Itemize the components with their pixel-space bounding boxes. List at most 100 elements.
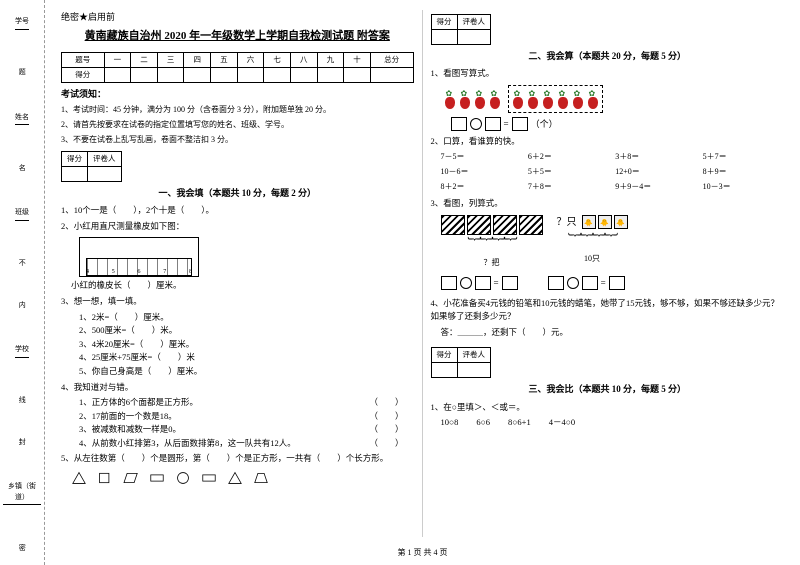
blank-box[interactable] xyxy=(609,276,625,290)
th-7: 七 xyxy=(264,52,291,67)
calc-0: 7－5＝ xyxy=(441,151,522,164)
section-1-title: 一、我会填（本题共 10 分，每题 2 分） xyxy=(61,186,414,200)
th-3: 三 xyxy=(157,52,184,67)
birds-q-label: ？只 xyxy=(557,215,577,231)
bird-icon: 🐥 xyxy=(614,215,628,229)
blank-box[interactable] xyxy=(548,276,564,290)
radish-group-solid: ✿ ✿ ✿ ✿ xyxy=(441,86,504,112)
shape-circle-icon xyxy=(175,471,191,485)
mini-score-table-1: 得分 评卷人 xyxy=(61,151,122,182)
note-2: 2、请首先按要求在试卷的指定位置填写您的姓名、班级、学号。 xyxy=(61,119,414,132)
s2-q2: 2、口算，看谁算的快。 xyxy=(431,135,785,149)
flags-label: ？把 xyxy=(441,257,543,270)
page-footer: 第 1 页 共 4 页 xyxy=(398,547,448,559)
right-column: 得分评卷人 二、我会算（本题共 20 分，每题 5 分） 1、看图写算式。 ✿ … xyxy=(423,10,793,537)
score-value-row: 得分 xyxy=(62,67,414,82)
ruler-n1: 5 xyxy=(112,268,115,278)
blank-box[interactable] xyxy=(441,276,457,290)
blank-box[interactable] xyxy=(451,117,467,131)
calc-11: 10－3＝ xyxy=(703,181,784,194)
s1-q3: 3、想一想，填一填。 xyxy=(61,295,414,309)
binding-margin: 学号 题 姓名 名 班级 不 内 学校 线 封 乡镇（街道） 密 xyxy=(0,0,45,565)
q3-i0: 1、2米=（ ）厘米。 xyxy=(79,311,414,325)
unit-label: （个） xyxy=(531,117,558,131)
cmp-2: 8○6+1 xyxy=(508,416,531,430)
curly-brace-icon: ︸︸︸︸ xyxy=(441,235,543,257)
left-column: 绝密★启用前 黄南藏族自治州 2020 年一年级数学上学期自我检测试题 附答案 … xyxy=(53,10,423,537)
bind-mark-2: 不 xyxy=(17,259,28,266)
blank-box[interactable] xyxy=(582,276,598,290)
flag-group-icon xyxy=(467,215,491,235)
blank-circle[interactable] xyxy=(470,118,482,130)
bind-mark-1: 名 xyxy=(17,164,28,171)
calc-1: 6＋2＝ xyxy=(528,151,609,164)
notes-heading: 考试须知： xyxy=(61,87,414,101)
q4-i0: 1、正方体的6个面都是正方形。（ ） xyxy=(79,396,414,410)
th-1: 一 xyxy=(104,52,131,67)
flag-group-icon xyxy=(519,215,543,235)
th-8: 八 xyxy=(290,52,317,67)
section-3-title: 三、我会比（本题共 10 分，每题 5 分） xyxy=(431,382,785,396)
s2-q1: 1、看图写算式。 xyxy=(431,67,785,81)
equation-boxes-3: = xyxy=(548,276,625,290)
th-10: 十 xyxy=(344,52,371,67)
exam-title: 黄南藏族自治州 2020 年一年级数学上学期自我检测试题 附答案 xyxy=(61,28,414,46)
shape-rectangle-icon-2 xyxy=(201,471,217,485)
s1-q2: 2、小红用直尺测量橡皮如下图： xyxy=(61,220,414,234)
birds-label: 10只 xyxy=(557,253,628,266)
cmp-1: 6○6 xyxy=(476,416,490,430)
mini-score-table-2: 得分评卷人 xyxy=(431,14,492,45)
s3-q1: 1、在○里填＞、＜或＝。 xyxy=(431,401,785,415)
radish-figure: ✿ ✿ ✿ ✿ ✿ ✿ ✿ ✿ ✿ ✿ xyxy=(441,85,785,113)
bird-icon: 🐥 xyxy=(582,215,596,229)
ruler-n4: 8 xyxy=(189,268,192,278)
bind-mark-5: 封 xyxy=(17,438,28,445)
score-header-row: 题号 一 二 三 四 五 六 七 八 九 十 总分 xyxy=(62,52,414,67)
s2-q4: 4、小花准备买4元钱的铅笔和10元钱的蜡笔，她带了15元钱，够不够，如果不够还缺… xyxy=(431,297,785,324)
bind-label-town: 乡镇（街道） xyxy=(3,481,41,502)
blank-box[interactable] xyxy=(502,276,518,290)
blank-circle[interactable] xyxy=(460,277,472,289)
s1-q1: 1、10个一是（ ），2个十是（ ）。 xyxy=(61,204,414,218)
q4-i3: 4、从前数小红排第3，从后面数排第8，这一队共有12人。（ ） xyxy=(79,437,414,451)
radish-group-dashed: ✿ ✿ ✿ ✿ ✿ ✿ xyxy=(508,85,603,113)
ruler-n3: 7 xyxy=(163,268,166,278)
flag-group-icon xyxy=(493,215,517,235)
th-11: 总分 xyxy=(370,52,413,67)
shape-trapezoid-icon xyxy=(253,471,269,485)
s3-items: 10○8 6○6 8○6+1 4－4○0 xyxy=(441,416,785,430)
bind-mark-0: 题 xyxy=(17,68,28,75)
calc-2: 3＋8＝ xyxy=(615,151,696,164)
shape-parallelogram-icon xyxy=(123,471,139,485)
th-9: 九 xyxy=(317,52,344,67)
equals-sign: = xyxy=(494,276,499,290)
q4-i1: 2、17前面的一个数是18。（ ） xyxy=(79,410,414,424)
content-area: 绝密★启用前 黄南藏族自治州 2020 年一年级数学上学期自我检测试题 附答案 … xyxy=(45,0,800,565)
bind-mark-6: 密 xyxy=(17,544,28,551)
bind-mark-4: 线 xyxy=(17,396,28,403)
equals-sign: = xyxy=(601,276,606,290)
flags-block: ︸︸︸︸ ？把 xyxy=(441,215,543,270)
blank-box[interactable] xyxy=(485,117,501,131)
s2-q4-answer: 答：＿＿＿，还剩下（ ）元。 xyxy=(441,326,785,340)
th-6: 六 xyxy=(237,52,264,67)
th-0: 题号 xyxy=(62,52,105,67)
cmp-3: 4－4○0 xyxy=(549,416,575,430)
calc-4: 10－6＝ xyxy=(441,166,522,179)
blank-box[interactable] xyxy=(475,276,491,290)
bind-mark-3: 内 xyxy=(17,301,28,308)
shape-triangle-icon xyxy=(71,471,87,485)
ruler-n0: 4 xyxy=(86,268,89,278)
mini-c1: 得分 xyxy=(62,151,88,166)
th-2: 二 xyxy=(131,52,158,67)
section-2-title: 二、我会算（本题共 20 分，每题 5 分） xyxy=(431,49,785,63)
calc-10: 9＋9－4＝ xyxy=(615,181,696,194)
pic-problem-row: ︸︸︸︸ ？把 ？只 🐥 🐥 🐥 ︸︸︸︸ 10只 xyxy=(441,215,785,270)
blank-circle[interactable] xyxy=(567,277,579,289)
ruler-label: 小红的橡皮长（ ）厘米。 xyxy=(71,279,414,293)
ruler-figure: 4 5 6 7 8 xyxy=(79,237,199,277)
bind-label-class: 班级 xyxy=(15,207,29,218)
blank-box[interactable] xyxy=(512,117,528,131)
secret-label: 绝密★启用前 xyxy=(61,10,414,24)
q3-i2: 3、4米20厘米=（ ）厘米。 xyxy=(79,338,414,352)
